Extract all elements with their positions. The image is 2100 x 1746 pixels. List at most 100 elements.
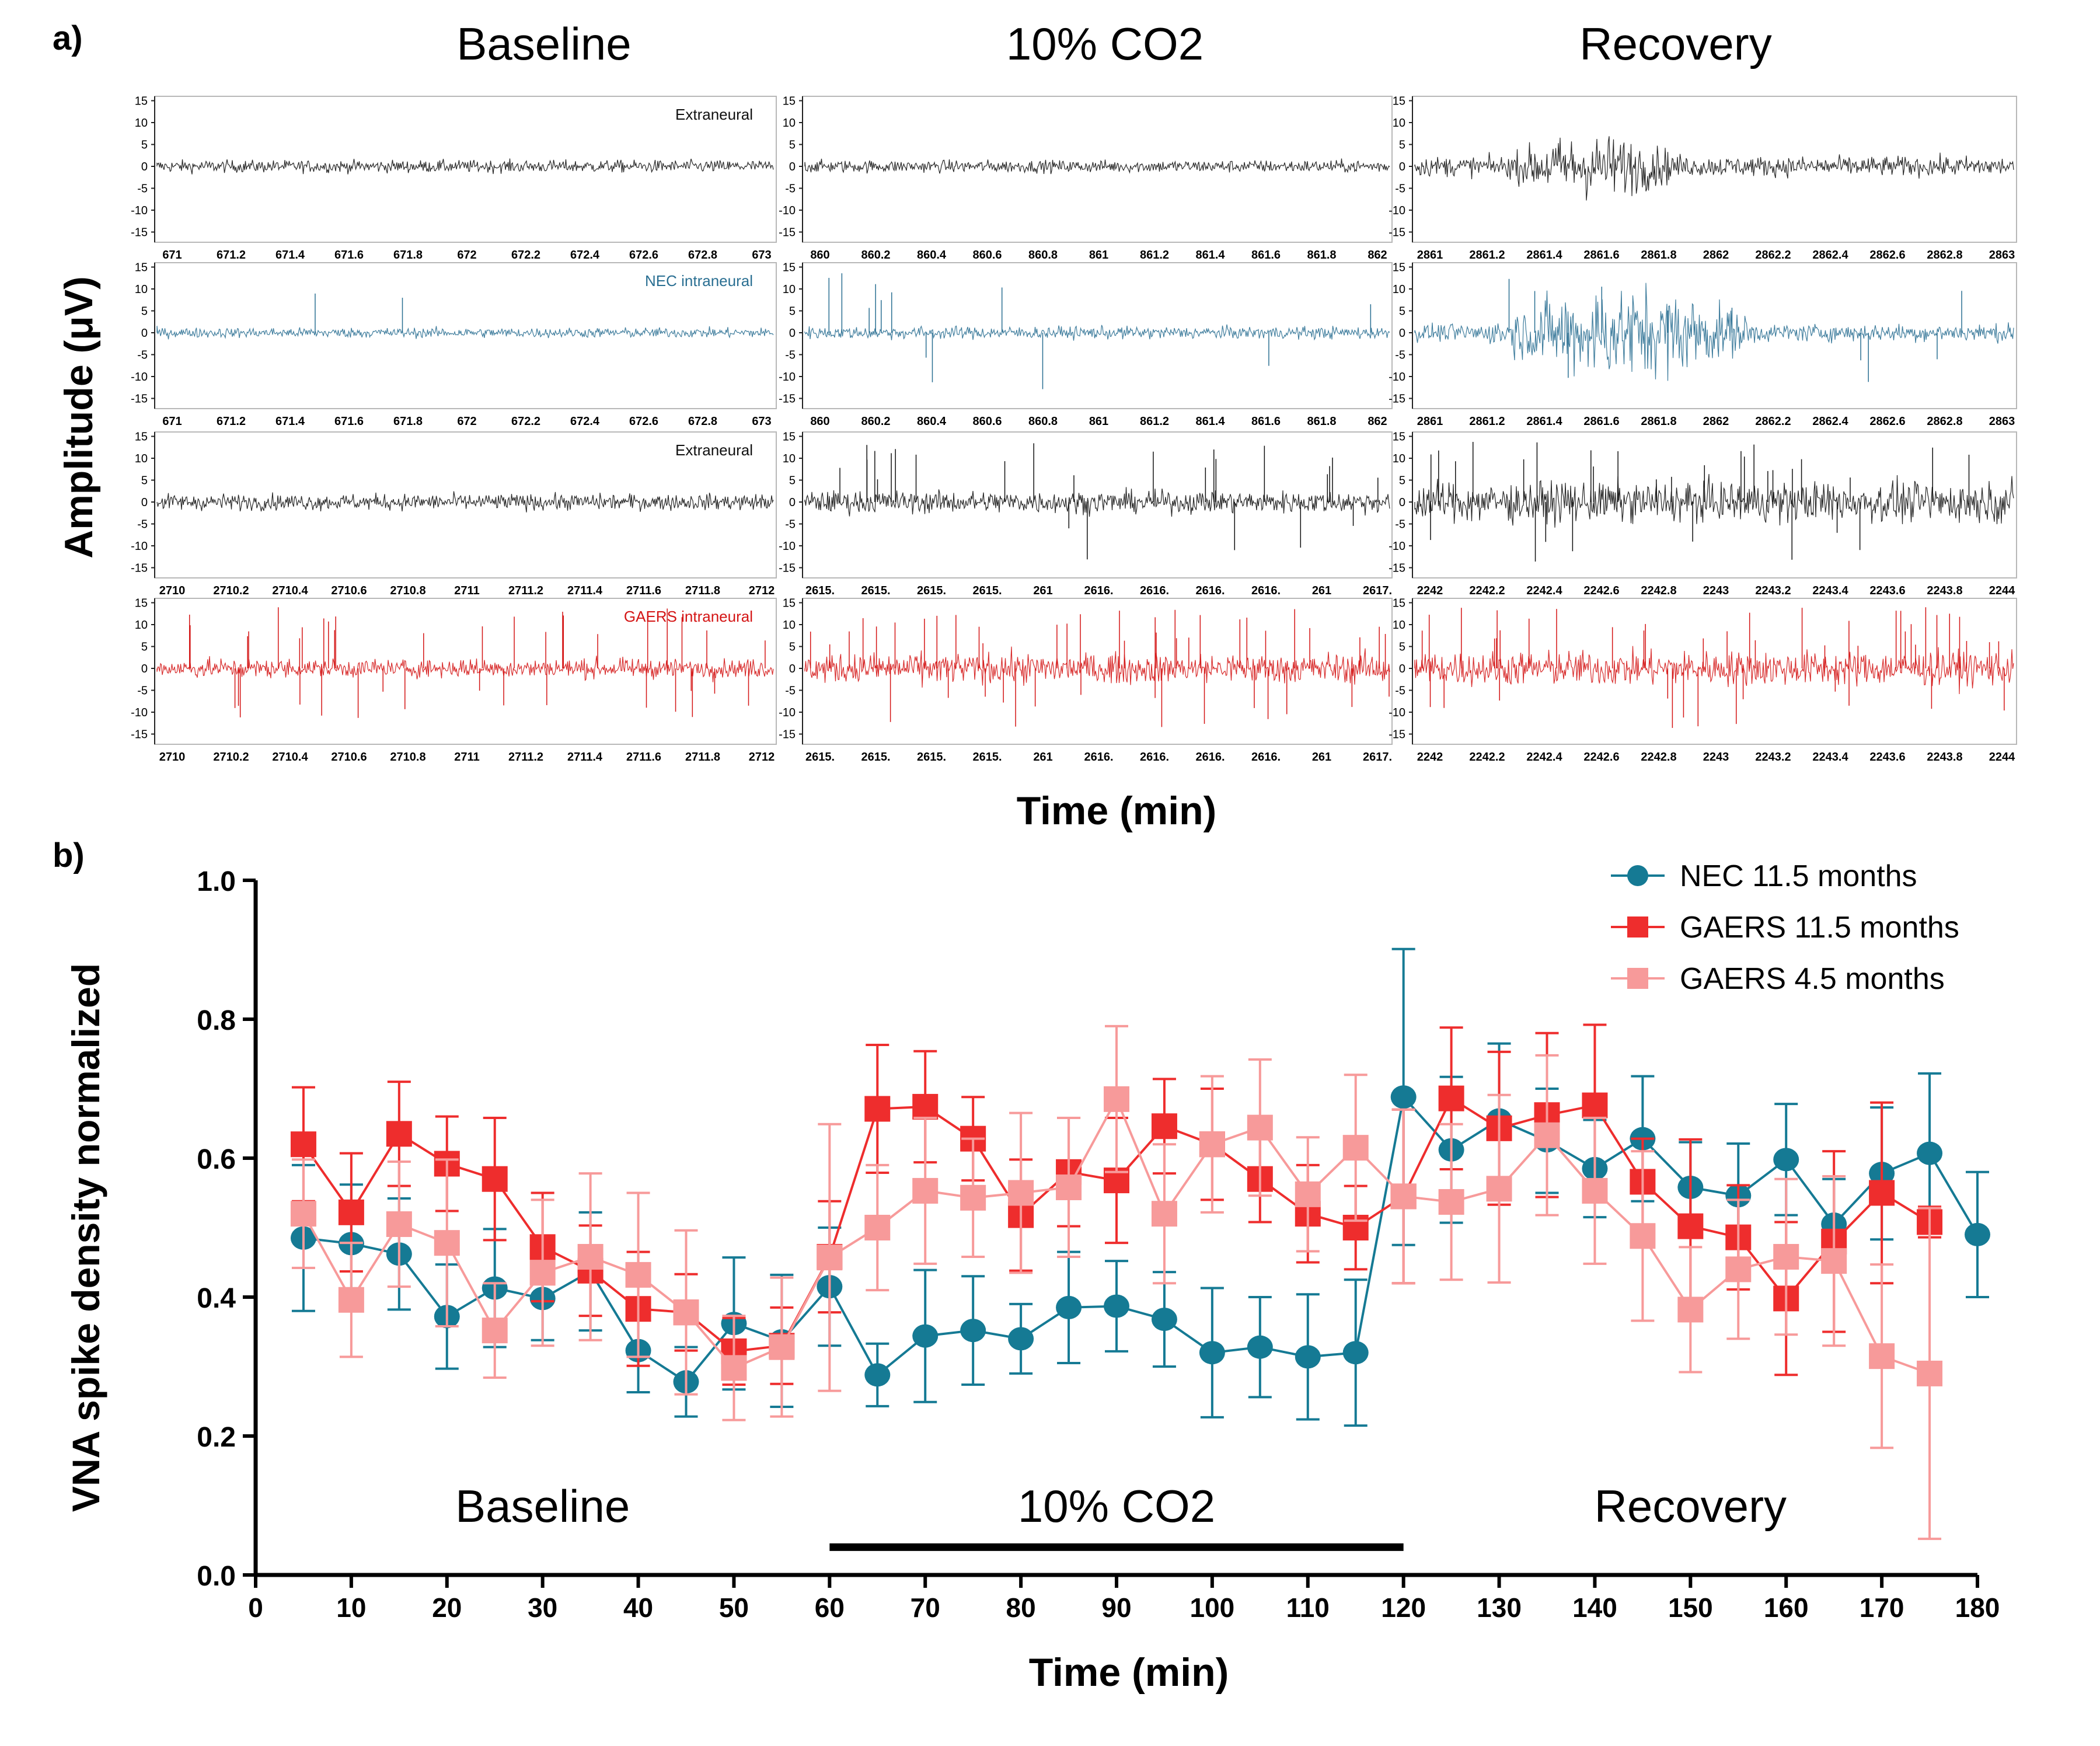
trace-ytick-label: 15 [135,431,148,444]
trace-ytick-label: 10 [783,452,796,465]
data-point [1438,1085,1464,1111]
trace-xtick-label: 672 [457,415,476,428]
data-point [1247,1335,1273,1359]
trace-ytick-label: 0 [141,496,148,509]
data-point [1821,1248,1847,1274]
trace-xtick-label: 2711.2 [508,584,543,597]
trace-signal [1414,283,2014,381]
trace-ytick-label: 10 [135,452,148,465]
trace-xtick-label: 671 [162,415,182,428]
y-tick-label: 1.0 [197,866,236,897]
period-annotation: Recovery [1595,1480,1787,1532]
trace-xtick-label: 2863 [1989,415,2015,428]
data-point [1965,1222,1990,1246]
trace-ytick-label: 0 [789,161,796,173]
trace-xtick-label: 2243.6 [1869,584,1905,597]
trace-xtick-label: 671.4 [275,249,305,262]
panel-b-ylabel: VNA spike density normalized [64,963,107,1512]
trace-ytick-label: 15 [1393,262,1405,274]
trace-ytick-label: -5 [785,349,796,362]
x-tick-label: 170 [1860,1592,1904,1623]
data-point [1582,1177,1608,1204]
trace-ytick-label: 5 [1399,139,1405,152]
trace-xtick-label: 2861.4 [1526,249,1562,262]
trace-xtick-label: 2711.6 [626,584,661,597]
trace-ytick-label: -10 [131,540,148,553]
data-point [1104,1086,1129,1112]
trace-xtick-label: 860.4 [917,249,947,262]
trace-ytick-label: 15 [783,95,796,108]
legend-marker [1627,916,1648,938]
trace-xtick-label: 2242.6 [1583,751,1619,764]
trace-xtick-label: 671.8 [393,249,423,262]
trace-xtick-label: 2616. [1251,751,1281,764]
trace-signal [1414,136,2014,201]
trace-ytick-label: -10 [1389,540,1405,553]
trace-xtick-label: 2712 [749,584,775,597]
trace-xtick-label: 2615. [805,584,835,597]
trace-ytick-label: 5 [789,305,796,318]
trace-xtick-label: 671.6 [334,249,364,262]
trace-xtick-label: 860.2 [861,249,890,262]
trace-xtick-label: 2862.6 [1869,415,1905,428]
trace-ytick-label: -15 [779,562,796,575]
trace-ytick-label: 5 [141,641,148,654]
trace-xtick-label: 2862.2 [1755,415,1791,428]
trace-xtick-label: 2861.8 [1641,415,1676,428]
trace-panel: 15 10 5 0 -5 -10 -15 2615. 2615. 2615. 2615. 261 261… [779,431,1393,597]
trace-ytick-label: -5 [1395,518,1405,531]
data-point [386,1121,412,1147]
trace-ytick-label: 0 [789,327,796,340]
trace-signal [156,326,774,340]
trace-xtick-label: 2616. [1140,751,1169,764]
panel-a-traces: 15 10 5 0 -5 -10 -15 671 671.2 671.4 671.6 671.8 672… [131,95,2017,764]
trace-xtick-label: 2243.2 [1755,751,1791,764]
y-tick-label: 0.8 [197,1005,236,1036]
trace-signal [804,646,1390,688]
trace-xtick-label: 2861.4 [1526,415,1562,428]
trace-xtick-label: 860 [810,415,829,428]
trace-ytick-label: -10 [131,204,148,217]
x-tick-label: 150 [1668,1592,1713,1623]
data-point [1008,1327,1034,1351]
column-title-co2: 10% CO2 [1006,18,1204,69]
trace-xtick-label: 2616. [1084,751,1113,764]
x-tick-label: 80 [1006,1592,1036,1623]
trace-ytick-label: -15 [131,562,148,575]
trace-xtick-label: 2711 [454,751,479,764]
y-tick-label: 0.2 [197,1422,236,1453]
trace-xtick-label: 2615. [972,584,1002,597]
trace-xtick-label: 261 [1033,751,1052,764]
trace-xtick-label: 861 [1089,249,1108,262]
trace-xtick-label: 2710.4 [272,584,308,597]
data-point [482,1166,508,1192]
trace-ytick-label: 0 [141,327,148,340]
trace-xtick-label: 2861.2 [1469,249,1505,262]
legend-entry: GAERS 4.5 months [1611,962,1945,996]
trace-ytick-label: -5 [1395,183,1405,196]
trace-xtick-label: 672.2 [511,415,540,428]
trace-ytick-label: 15 [783,431,796,444]
trace-xtick-label: 261 [1033,584,1052,597]
trace-xtick-label: 2710 [159,584,186,597]
trace-xtick-label: 2861.6 [1583,249,1619,262]
trace-xtick-label: 2615. [805,751,835,764]
data-point [721,1355,747,1381]
trace-xtick-label: 2615. [972,751,1002,764]
trace-ytick-label: -15 [131,393,148,406]
trace-xtick-label: 2862 [1703,415,1729,428]
trace-ytick-label: 10 [1393,452,1405,465]
trace-ytick-label: -10 [1389,371,1405,384]
trace-ytick-label: -10 [779,371,796,384]
data-point [434,1230,460,1256]
data-point [960,1184,986,1211]
trace-xtick-label: 861.2 [1140,249,1169,262]
trace-xtick-label: 2710.6 [331,751,367,764]
trace-xtick-label: 2712 [749,751,775,764]
trace-ytick-label: -10 [779,540,796,553]
trace-xtick-label: 671.6 [334,415,364,428]
trace-xtick-label: 2242.8 [1641,584,1676,597]
trace-ytick-label: 5 [1399,305,1405,318]
trace-xtick-label: 2615. [861,584,890,597]
data-point [1151,1113,1177,1139]
